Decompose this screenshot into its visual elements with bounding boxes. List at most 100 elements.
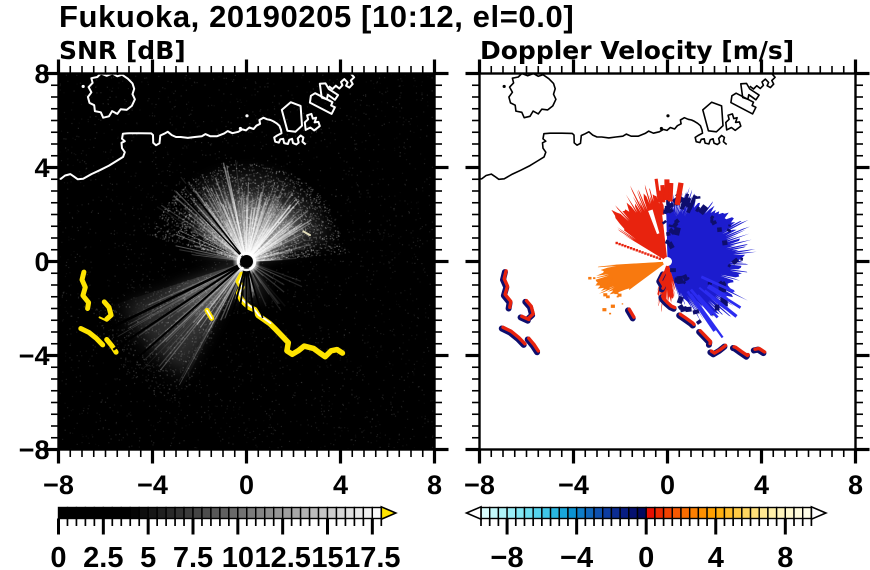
snr-speckle-dot xyxy=(289,222,292,224)
snr-speckle-dot xyxy=(193,161,195,163)
snr-speckle-dot xyxy=(356,272,358,275)
snr-speckle-dot xyxy=(266,167,268,169)
snr-speckle-dot xyxy=(274,243,277,245)
snr-speckle-dot xyxy=(195,385,198,387)
snr-speckle-dot xyxy=(98,313,100,315)
snr-speckle-dot xyxy=(160,392,162,394)
snr-speckle-dot xyxy=(269,180,271,183)
snr-speckle-dot xyxy=(240,383,242,385)
snr-speckle-dot xyxy=(207,179,209,181)
snr-speckle-dot xyxy=(201,183,204,185)
snr-speckle-dot xyxy=(306,249,308,252)
snr-speckle-dot xyxy=(184,212,186,214)
snr-speckle-dot xyxy=(367,189,369,191)
snr-speckle-dot xyxy=(332,92,334,94)
snr-speckle-dot xyxy=(250,236,252,238)
snr-speckle-dot xyxy=(344,249,346,251)
snr-speckle-dot xyxy=(357,185,359,187)
snr-speckle-dot xyxy=(421,389,423,391)
snr-speckle-dot xyxy=(109,218,111,220)
snr-speckle-dot xyxy=(178,232,181,235)
snr-speckle-dot xyxy=(358,190,360,192)
snr-speckle-dot xyxy=(320,128,322,130)
snr-speckle-dot xyxy=(144,345,146,347)
snr-speckle-dot xyxy=(125,429,127,431)
snr-speckle-dot xyxy=(271,242,273,244)
snr-speckle-dot xyxy=(272,257,274,259)
snr-speckle-dot xyxy=(393,209,395,211)
snr-speckle-dot xyxy=(238,239,241,241)
snr-speckle-dot xyxy=(264,240,266,242)
snr-speckle-dot xyxy=(191,220,193,223)
snr-speckle-dot xyxy=(270,258,273,260)
snr-speckle-dot xyxy=(237,312,239,314)
snr-speckle-dot xyxy=(304,214,307,216)
snr-speckle-dot xyxy=(301,224,303,226)
snr-speckle-dot xyxy=(249,217,251,220)
snr-speckle-dot xyxy=(244,245,246,247)
snr-speckle-dot xyxy=(222,248,224,250)
snr-speckle-dot xyxy=(257,244,259,247)
snr-speckle-dot xyxy=(135,265,138,267)
snr-speckle-dot xyxy=(223,284,225,287)
snr-speckle-dot xyxy=(397,441,399,443)
snr-speckle-dot xyxy=(233,239,235,241)
snr-speckle-dot xyxy=(232,443,234,445)
snr-speckle-dot xyxy=(222,200,224,202)
snr-speckle-dot xyxy=(220,187,222,189)
snr-speckle-dot xyxy=(160,138,162,140)
snr-speckle-dot xyxy=(271,180,273,182)
snr-speckle-dot xyxy=(344,252,346,254)
snr-speckle-dot xyxy=(69,432,71,434)
snr-speckle-dot xyxy=(313,218,315,220)
snr-speckle-dot xyxy=(283,173,285,175)
snr-speckle-dot xyxy=(76,227,79,229)
snr-speckle-dot xyxy=(212,354,214,356)
snr-speckle-dot xyxy=(223,233,225,235)
snr-speckle-dot xyxy=(153,314,155,316)
snr-speckle-dot xyxy=(401,172,404,174)
snr-speckle-dot xyxy=(85,154,87,156)
snr-speckle-dot xyxy=(250,204,252,206)
snr-speckle-dot xyxy=(234,231,236,233)
snr-speckle-dot xyxy=(324,210,327,212)
snr-speckle-dot xyxy=(383,333,385,335)
snr-speckle-dot xyxy=(332,234,334,237)
snr-speckle-dot xyxy=(264,235,266,237)
snr-speckle-dot xyxy=(127,113,129,115)
snr-speckle-dot xyxy=(412,381,414,383)
snr-speckle-dot xyxy=(290,226,292,228)
snr-speckle-dot xyxy=(203,248,205,250)
snr-speckle-dot xyxy=(215,237,217,239)
snr-speckle-dot xyxy=(364,342,366,344)
snr-speckle-dot xyxy=(245,174,247,176)
snr-speckle-dot xyxy=(215,209,217,211)
snr-speckle-dot xyxy=(273,105,276,108)
snr-speckle-dot xyxy=(155,235,157,238)
snr-speckle-dot xyxy=(324,210,326,212)
snr-speckle-dot xyxy=(255,187,257,190)
snr-speckle-dot xyxy=(310,201,312,203)
snr-speckle-dot xyxy=(424,362,426,365)
snr-speckle-dot xyxy=(266,253,268,255)
snr-speckle-dot xyxy=(293,234,296,236)
snr-speckle-dot xyxy=(260,195,262,197)
snr-speckle-dot xyxy=(181,227,184,229)
snr-speckle-dot xyxy=(215,176,218,178)
snr-speckle-dot xyxy=(275,250,277,252)
snr-speckle-dot xyxy=(211,189,213,192)
snr-speckle-dot xyxy=(206,190,208,192)
snr-speckle-dot xyxy=(172,208,174,210)
snr-speckle-dot xyxy=(408,244,410,246)
snr-speckle-dot xyxy=(229,255,231,257)
snr-speckle-dot xyxy=(281,250,283,252)
snr-speckle-dot xyxy=(250,237,252,239)
snr-speckle-dot xyxy=(350,439,352,441)
snr-speckle-dot xyxy=(167,96,169,98)
snr-speckle-dot xyxy=(427,105,429,107)
snr-speckle-dot xyxy=(368,159,370,162)
snr-speckle-dot xyxy=(298,178,300,180)
snr-speckle-dot xyxy=(249,200,251,202)
snr-speckle-dot xyxy=(235,239,237,241)
snr-speckle-dot xyxy=(413,435,415,437)
